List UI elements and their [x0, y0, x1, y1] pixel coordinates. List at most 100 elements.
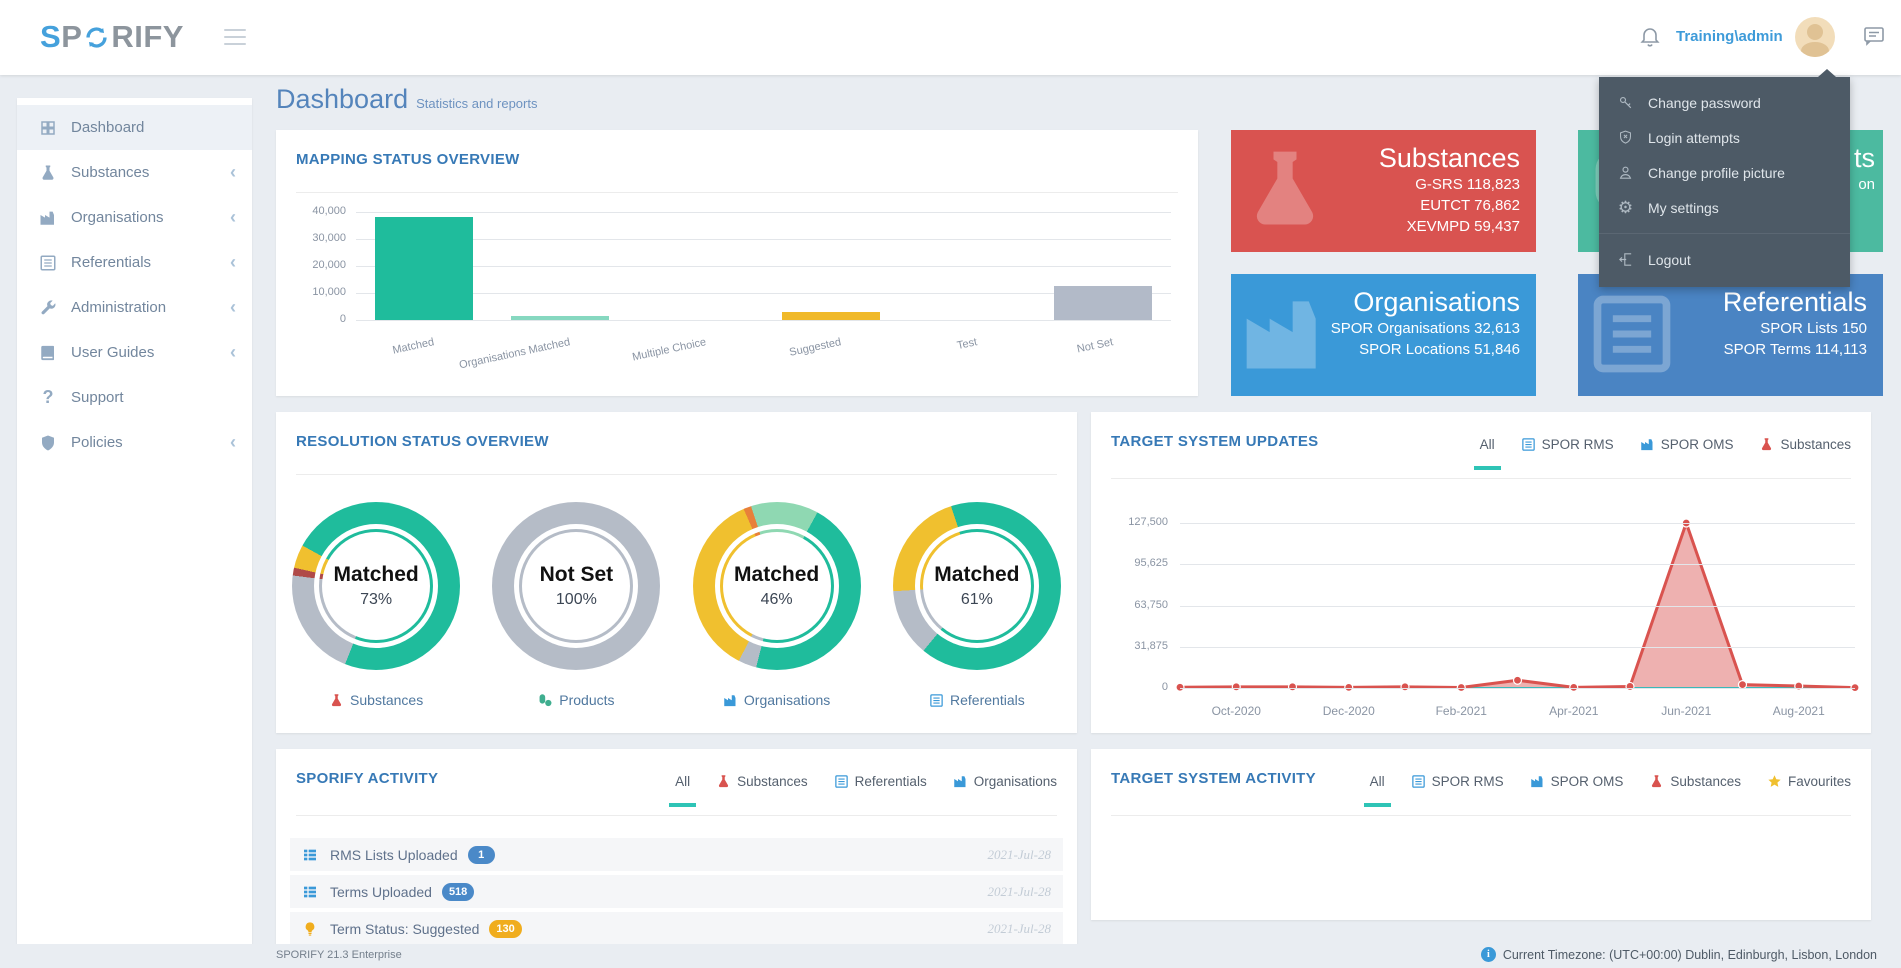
activity-label: RMS Lists Uploaded — [330, 846, 458, 863]
sidebar-item-label: Administration — [71, 299, 167, 316]
tab-spor-oms[interactable]: SPOR OMS — [1530, 774, 1623, 807]
menu-item-logout[interactable]: Logout — [1599, 242, 1850, 277]
logo-text-s: S — [40, 19, 62, 54]
user-menu: Change password Login attempts Change pr… — [1599, 69, 1850, 287]
factory-icon — [723, 693, 738, 708]
target-activity-tabs: All SPOR RMS SPOR OMS Substances Favouri… — [1344, 774, 1851, 807]
panel-title: TARGET SYSTEM ACTIVITY — [1111, 770, 1316, 787]
flask-icon — [716, 774, 731, 789]
sidebar-item-referentials[interactable]: Referentials ‹ — [17, 240, 252, 285]
activity-row-term-status-suggested[interactable]: Term Status: Suggested 130 2021-Jul-28 — [290, 912, 1063, 945]
card-title: ts — [1853, 143, 1875, 173]
tab-spor-oms[interactable]: SPOR OMS — [1640, 437, 1733, 470]
pills-icon — [538, 693, 553, 708]
tab-all[interactable]: All — [669, 774, 697, 807]
sporify-logo[interactable]: S P RIFY — [40, 18, 184, 56]
sidebar-item-user-guides[interactable]: User Guides ‹ — [17, 330, 252, 375]
menu-item-login-attempts[interactable]: Login attempts — [1599, 120, 1850, 155]
grid-icon — [39, 119, 57, 137]
tab-substances[interactable]: Substances — [716, 774, 808, 807]
sidebar-item-dashboard[interactable]: Dashboard — [17, 105, 252, 150]
card-title: Organisations — [1353, 287, 1520, 317]
menu-item-change-profile-picture[interactable]: Change profile picture — [1599, 155, 1850, 190]
sidebar-item-policies[interactable]: Policies ‹ — [17, 420, 252, 465]
tab-all[interactable]: All — [1473, 437, 1501, 470]
chevron-left-icon: ‹ — [230, 252, 236, 272]
card-referentials[interactable]: Referentials SPOR Lists 150 SPOR Terms 1… — [1578, 274, 1883, 396]
donut-chart: Matched 61% — [892, 502, 1061, 670]
tab-substances[interactable]: Substances — [1649, 774, 1741, 807]
notifications-bell-icon[interactable] — [1638, 24, 1662, 48]
top-navbar: S P RIFY Training\admin — [0, 0, 1901, 75]
sidebar-item-label: Policies — [71, 434, 123, 451]
sidebar-item-label: Dashboard — [71, 119, 145, 136]
card-stat: SPOR Locations 51,846 — [1359, 341, 1520, 358]
donut-label-referentials[interactable]: Referentials — [929, 692, 1025, 708]
tab-organisations[interactable]: Organisations — [953, 774, 1057, 807]
gear-icon: ⚙ — [1617, 197, 1634, 217]
mapping-bar-chart: 0 10,000 20,000 30,000 40,000 Matched Organisa… — [296, 200, 1178, 390]
tab-substances[interactable]: Substances — [1759, 437, 1851, 470]
menu-item-my-settings[interactable]: ⚙ My settings — [1599, 190, 1850, 225]
card-substances[interactable]: Substances G-SRS 118,823 EUTCT 76,862 XE… — [1231, 130, 1536, 252]
menu-item-label: Logout — [1648, 251, 1691, 268]
tab-referentials[interactable]: Referentials — [834, 774, 927, 807]
chevron-left-icon: ‹ — [230, 162, 236, 182]
key-icon — [1617, 94, 1634, 111]
activity-row-terms-uploaded[interactable]: Terms Uploaded 518 2021-Jul-28 — [290, 875, 1063, 908]
sidebar-item-support[interactable]: ? Support — [17, 375, 252, 420]
tab-all[interactable]: All — [1363, 774, 1391, 807]
sync-icon — [83, 24, 110, 51]
donut-label-organisations[interactable]: Organisations — [723, 692, 830, 708]
factory-icon — [1530, 774, 1545, 789]
resolution-status-panel: RESOLUTION STATUS OVERVIEW Matched 73% Su… — [276, 412, 1077, 733]
logout-icon — [1617, 251, 1634, 268]
sidebar-item-organisations[interactable]: Organisations ‹ — [17, 195, 252, 240]
donut-label-products[interactable]: Products — [538, 692, 615, 708]
mapping-status-panel: MAPPING STATUS OVERVIEW 0 10,000 20,000 30,… — [276, 130, 1198, 396]
feedback-chat-icon[interactable] — [1862, 24, 1886, 48]
logo-text-rify: RIFY — [111, 19, 184, 54]
factory-icon — [1640, 437, 1655, 452]
card-stat: XEVMPD 59,437 — [1406, 218, 1520, 235]
book-icon — [39, 344, 57, 362]
question-icon: ? — [42, 387, 54, 407]
shield-x-icon — [1617, 129, 1634, 146]
donut-chart: Matched 46% — [692, 502, 861, 670]
info-icon[interactable]: i — [1480, 947, 1496, 962]
donut-chart: Matched 73% — [292, 502, 461, 670]
sidebar-item-substances[interactable]: Substances ‹ — [17, 150, 252, 195]
updates-area-chart: 0 31,875 63,750 95,625 127,500 Oct-2020 Dec-20… — [1111, 492, 1860, 722]
count-badge: 1 — [467, 845, 495, 864]
list-icon — [1411, 774, 1426, 789]
card-organisations[interactable]: Organisations SPOR Organisations 32,613 … — [1231, 274, 1536, 396]
donut-chart: Not Set 100% — [492, 502, 661, 670]
donut-status: Matched — [734, 563, 820, 586]
donut-label-substances[interactable]: Substances — [329, 692, 423, 708]
menu-item-change-password[interactable]: Change password — [1599, 85, 1850, 120]
factory-icon — [39, 209, 57, 227]
sidebar-item-label: User Guides — [71, 344, 155, 361]
sporify-activity-panel: SPORIFY ACTIVITY All Substances Referent… — [276, 749, 1077, 968]
target-updates-tabs: All SPOR RMS SPOR OMS Substances — [1454, 437, 1851, 470]
donut-referentials: Matched 61% Referentials — [879, 502, 1074, 708]
current-user[interactable]: Training\admin — [1676, 28, 1783, 45]
tab-spor-rms[interactable]: SPOR RMS — [1521, 437, 1614, 470]
version-label: SPORIFY 21.3 Enterprise — [276, 949, 402, 961]
table-icon — [302, 884, 318, 900]
avatar[interactable] — [1795, 17, 1835, 57]
sidebar-item-label: Referentials — [71, 254, 152, 271]
panel-title: MAPPING STATUS OVERVIEW — [296, 151, 520, 168]
tab-spor-rms[interactable]: SPOR RMS — [1411, 774, 1504, 807]
card-stat: EUTCT 76,862 — [1420, 197, 1520, 214]
footer: SPORIFY 21.3 Enterprise i Current Timezo… — [0, 944, 1901, 968]
donut-status: Matched — [333, 563, 419, 586]
activity-row-rms-lists-uploaded[interactable]: RMS Lists Uploaded 1 2021-Jul-28 — [290, 838, 1063, 871]
flask-icon — [1649, 774, 1664, 789]
tab-favourites[interactable]: Favourites — [1767, 774, 1851, 807]
menu-toggle-icon[interactable] — [224, 29, 246, 50]
chevron-left-icon: ‹ — [230, 207, 236, 227]
sidebar-item-administration[interactable]: Administration ‹ — [17, 285, 252, 330]
donut-percent: 100% — [555, 591, 597, 608]
